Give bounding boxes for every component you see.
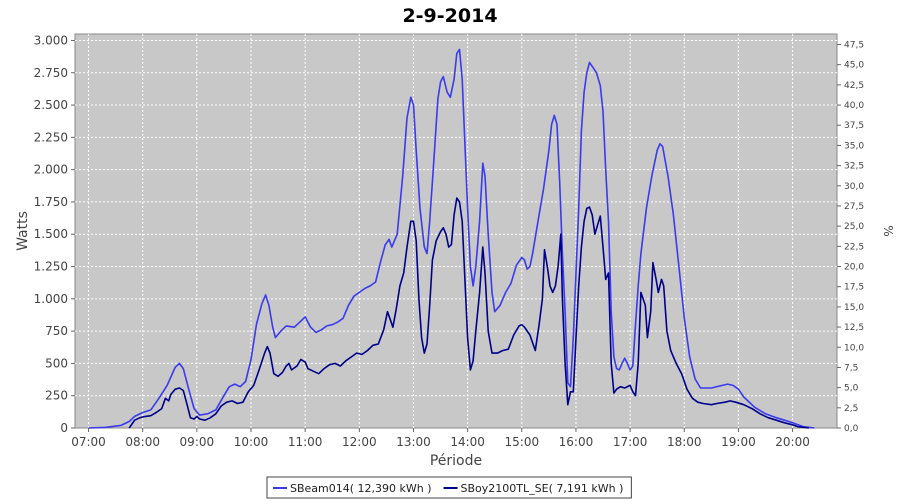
- x-tick-label: 18:00: [667, 435, 702, 449]
- y2-tick-label: 20,0: [844, 263, 864, 273]
- x-tick-label: 10:00: [234, 435, 269, 449]
- y-tick-label: 1.000: [34, 292, 68, 306]
- y2-tick-label: 2,5: [844, 404, 858, 414]
- x-tick-label: 17:00: [613, 435, 648, 449]
- y-tick-label: 250: [45, 389, 68, 403]
- y-tick-label: 1.750: [34, 195, 68, 209]
- y2-tick-label: 42,5: [844, 81, 864, 91]
- x-tick-label: 12:00: [342, 435, 377, 449]
- x-tick-label: 08:00: [125, 435, 160, 449]
- x-axis: 07:00 08:00 09:00 10:00 11:00 12:00 13:00 14:00…: [71, 428, 810, 449]
- y2-tick-label: 12,5: [844, 323, 864, 333]
- x-tick-label: 09:00: [180, 435, 215, 449]
- y-axis-right: 0,0 2,5 5,0 7,5 10,0 12,5 15,0 17,5 20,0 22,5 25,0…: [837, 40, 864, 434]
- y-axis-left: 0 250 500 750 1.000 1.250 1.500 1.750 2.000 2.250…: [34, 33, 75, 435]
- series-line-1: [88, 48, 815, 429]
- x-tick-label: 20:00: [775, 435, 810, 449]
- y2-tick-label: 37,5: [844, 121, 864, 131]
- x-tick-label: 13:00: [396, 435, 431, 449]
- x-axis-label: Période: [430, 453, 482, 469]
- y2-tick-label: 25,0: [844, 222, 864, 232]
- y2-axis-label: %: [881, 225, 895, 236]
- legend-label-1: SBeam014( 12,390 kWh ): [290, 482, 432, 495]
- x-tick-label: 11:00: [288, 435, 323, 449]
- x-tick-label: 15:00: [505, 435, 540, 449]
- y2-tick-label: 22,5: [844, 242, 864, 252]
- grid-x: [88, 34, 794, 428]
- y2-tick-label: 27,5: [844, 202, 864, 212]
- y-tick-label: 2.250: [34, 130, 68, 144]
- y2-tick-label: 40,0: [844, 101, 864, 111]
- y-tick-label: 500: [45, 356, 68, 370]
- y-tick-label: 750: [45, 324, 68, 338]
- legend: SBeam014( 12,390 kWh ) SBoy2100TL_SE( 7,1…: [266, 476, 632, 499]
- y2-tick-label: 35,0: [844, 141, 864, 151]
- plot-area: [74, 33, 838, 429]
- y2-tick-label: 30,0: [844, 182, 864, 192]
- legend-label-2: SBoy2100TL_SE( 7,191 kWh ): [461, 482, 624, 495]
- x-tick-label: 16:00: [559, 435, 594, 449]
- y2-tick-label: 17,5: [844, 283, 864, 293]
- series-layer: [88, 48, 815, 429]
- y2-tick-label: 45,0: [844, 61, 864, 71]
- y2-tick-label: 7,5: [844, 363, 858, 373]
- y2-tick-label: 0,0: [844, 424, 859, 434]
- y-tick-label: 2.500: [34, 98, 68, 112]
- x-tick-label: 14:00: [450, 435, 485, 449]
- chart-title: 2-9-2014: [402, 5, 497, 27]
- y2-tick-label: 10,0: [844, 343, 864, 353]
- series-line-2: [128, 197, 809, 429]
- y-tick-label: 0: [60, 421, 68, 435]
- y-tick-label: 1.500: [34, 227, 68, 241]
- y-tick-label: 1.250: [34, 260, 68, 274]
- y-axis-label: Watts: [15, 211, 31, 251]
- y-tick-label: 3.000: [34, 33, 68, 47]
- x-tick-label: 07:00: [71, 435, 106, 449]
- y2-tick-label: 5,0: [844, 384, 859, 394]
- y2-tick-label: 32,5: [844, 162, 864, 172]
- y2-tick-label: 47,5: [844, 40, 864, 50]
- x-tick-label: 19:00: [721, 435, 756, 449]
- y-tick-label: 2.750: [34, 66, 68, 80]
- y2-tick-label: 15,0: [844, 303, 864, 313]
- y-tick-label: 2.000: [34, 163, 68, 177]
